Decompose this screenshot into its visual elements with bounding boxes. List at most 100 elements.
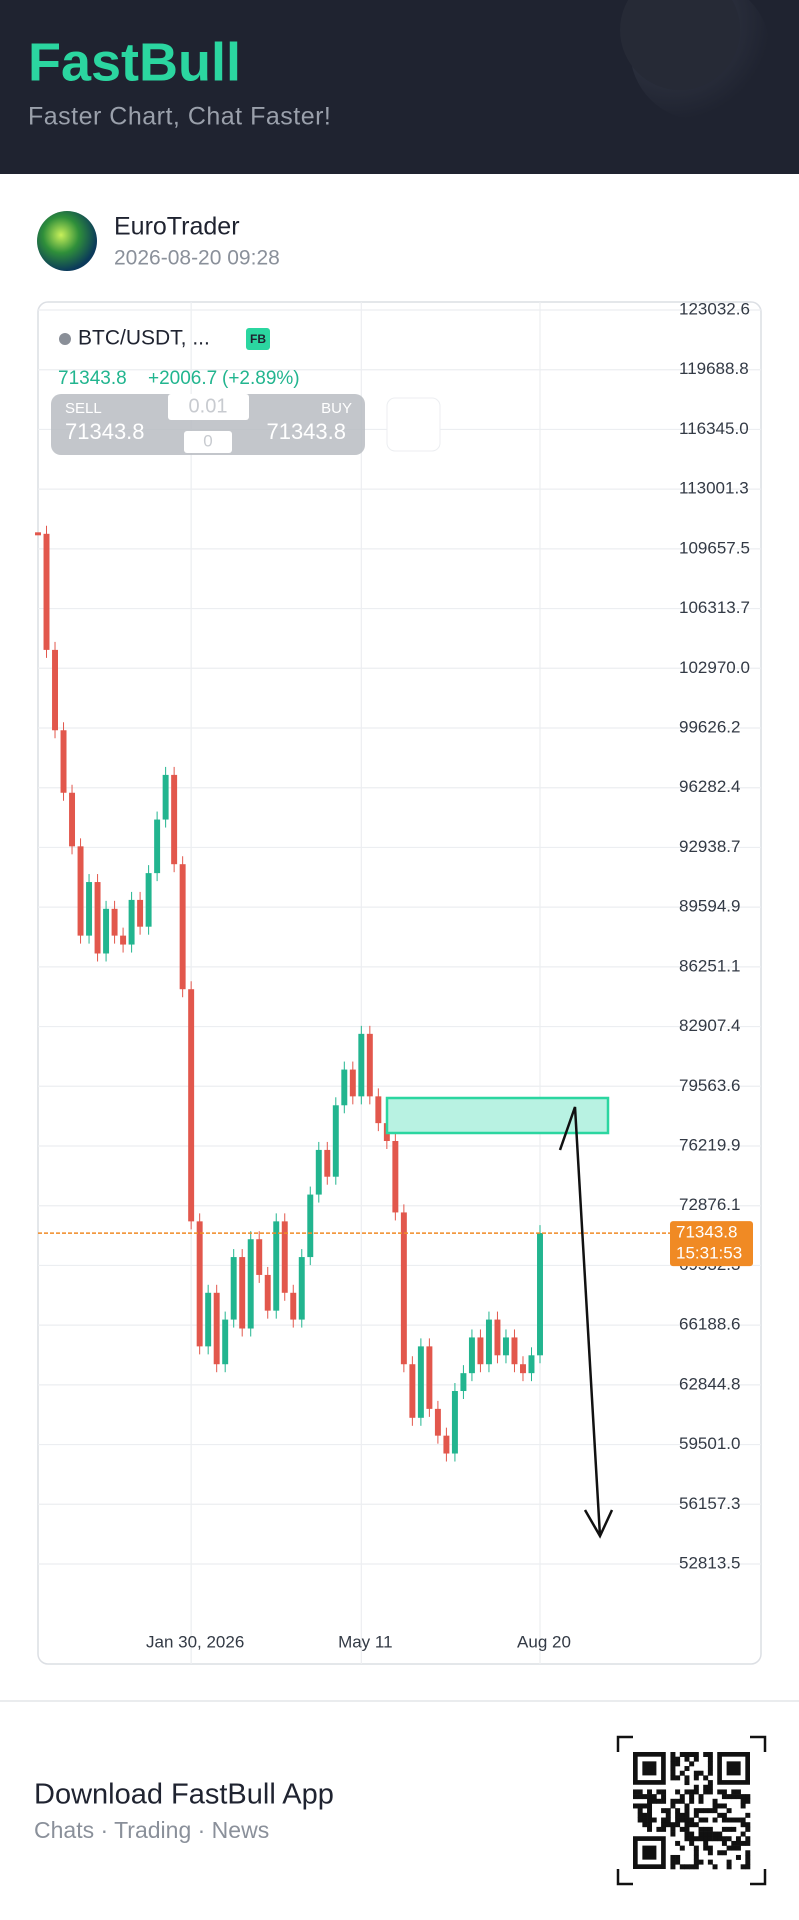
qr-module	[745, 1822, 751, 1828]
qr-module	[707, 1770, 713, 1776]
qr-module	[637, 1817, 643, 1823]
qr-module	[675, 1817, 681, 1823]
candle	[239, 1257, 246, 1329]
candle	[69, 792, 76, 847]
candle	[332, 1105, 339, 1177]
qr-module	[698, 1831, 704, 1837]
qr-module	[670, 1775, 676, 1781]
timestamp: 2026-08-20 09:28	[114, 247, 280, 270]
qr-module	[712, 1836, 718, 1842]
qr-module	[679, 1864, 685, 1870]
qr-module	[693, 1822, 699, 1828]
qr-module	[684, 1803, 690, 1809]
qr-module	[670, 1798, 676, 1804]
qr-module	[745, 1850, 751, 1856]
qr-module	[684, 1831, 690, 1837]
y-tick-label: 62844.8	[679, 1374, 740, 1393]
qr-module	[721, 1794, 727, 1800]
qr-module	[642, 1803, 648, 1809]
candle	[443, 1435, 450, 1454]
qr-code	[616, 1735, 767, 1886]
qr-module	[675, 1812, 681, 1818]
qr-module	[735, 1794, 741, 1800]
candle	[281, 1221, 288, 1293]
qr-module	[745, 1826, 751, 1832]
qr-module	[740, 1803, 746, 1809]
qr-finder	[642, 1761, 657, 1776]
qr-module	[712, 1817, 718, 1823]
candle	[392, 1140, 399, 1213]
qr-module	[642, 1822, 648, 1828]
qr-module	[698, 1836, 704, 1842]
qr-module	[684, 1780, 690, 1786]
qr-module	[651, 1794, 657, 1800]
qr-module	[731, 1826, 737, 1832]
qr-module	[689, 1798, 695, 1804]
qr-module	[670, 1854, 676, 1860]
qty-input[interactable]	[184, 431, 232, 453]
qr-module	[656, 1826, 662, 1832]
avatar	[37, 211, 97, 271]
candle	[188, 989, 195, 1222]
x-tick-label: Aug 20	[517, 1632, 571, 1651]
qr-module	[712, 1798, 718, 1804]
qr-module	[637, 1794, 643, 1800]
qr-module	[647, 1798, 653, 1804]
qr-module	[642, 1794, 648, 1800]
qr-module	[698, 1859, 704, 1865]
candle	[349, 1069, 356, 1097]
y-tick-label: 102970.0	[679, 658, 750, 677]
candle	[128, 899, 135, 945]
qr-module	[633, 1803, 638, 1809]
candle	[307, 1194, 314, 1258]
qr-module	[707, 1859, 713, 1865]
buy-price[interactable]: 71343.8	[266, 419, 346, 444]
qr-module	[703, 1752, 709, 1757]
quote-price: 71343.8	[58, 368, 127, 389]
candle	[171, 774, 178, 865]
qr-module	[647, 1826, 653, 1832]
qr-module	[726, 1845, 732, 1851]
y-tick-label: 72876.1	[679, 1195, 740, 1214]
candle	[179, 864, 186, 990]
qr-module	[684, 1826, 690, 1832]
footer-title: Download FastBull App	[34, 1779, 334, 1811]
qr-module	[731, 1845, 737, 1851]
qr-module	[745, 1854, 751, 1860]
y-tick-label: 106313.7	[679, 598, 750, 617]
qr-module	[647, 1794, 653, 1800]
qr-module	[712, 1808, 718, 1814]
author: EuroTrader	[114, 213, 240, 241]
qr-module	[670, 1831, 676, 1837]
qr-module	[698, 1794, 704, 1800]
lot-input[interactable]	[168, 394, 249, 420]
qr-module	[707, 1761, 713, 1767]
y-tick-label: 99626.2	[679, 717, 740, 736]
qr-module	[721, 1850, 727, 1856]
qr-module	[703, 1808, 709, 1814]
qr-module	[740, 1794, 746, 1800]
y-tick-label: 116345.0	[679, 419, 749, 438]
qr-module	[656, 1789, 662, 1795]
sell-label[interactable]: SELL	[65, 400, 102, 417]
qr-module	[698, 1826, 704, 1832]
qr-module	[675, 1798, 681, 1804]
candle	[375, 1096, 382, 1124]
candle	[247, 1239, 254, 1329]
action-button[interactable]	[386, 397, 441, 452]
app-subtitle: Faster Chart, Chat Faster!	[28, 103, 331, 131]
qr-finder	[726, 1761, 741, 1776]
sell-price[interactable]: 71343.8	[65, 419, 145, 444]
y-tick-label: 66188.6	[679, 1315, 740, 1334]
qr-module	[731, 1817, 737, 1823]
candle	[213, 1292, 220, 1365]
qr-module	[726, 1836, 732, 1842]
qr-module	[712, 1803, 718, 1809]
qr-module	[670, 1822, 676, 1828]
qr-module	[707, 1845, 713, 1851]
buy-label[interactable]: BUY	[321, 400, 352, 417]
qr-module	[721, 1817, 727, 1823]
qr-module	[745, 1840, 751, 1846]
qr-module	[679, 1770, 685, 1776]
badge-bg	[246, 328, 270, 350]
